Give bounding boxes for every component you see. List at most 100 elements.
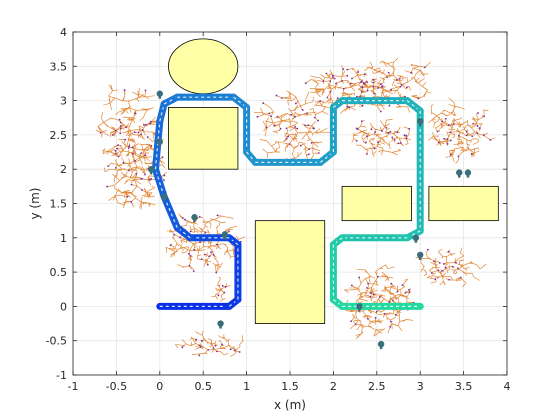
tree-node — [141, 189, 143, 191]
tree-node — [210, 251, 212, 253]
tree-node — [364, 73, 366, 75]
y-tick-label: 3 — [60, 95, 67, 108]
tree-node — [215, 345, 217, 347]
tree-node — [358, 277, 360, 279]
y-tick-label: 3.5 — [50, 60, 68, 73]
x-axis-label: x (m) — [274, 398, 306, 412]
tree-node — [404, 292, 406, 294]
tree-node — [295, 103, 297, 105]
tree-node — [132, 153, 134, 155]
tree-node — [308, 148, 310, 150]
tree-node — [410, 72, 412, 74]
tree-node — [472, 123, 474, 125]
tree-node — [374, 148, 376, 150]
tree-node — [341, 80, 343, 82]
tree-node — [142, 129, 144, 131]
tree-node — [120, 125, 122, 127]
tree-node — [305, 82, 307, 84]
tree-node — [266, 127, 268, 129]
tree-node — [351, 78, 353, 80]
tree-node — [444, 267, 446, 269]
tree-node — [448, 251, 450, 253]
tree-node — [356, 140, 358, 142]
y-tick-label: 1 — [60, 232, 67, 245]
tree-node — [138, 132, 140, 134]
tree-node — [366, 287, 368, 289]
tree-node — [443, 263, 445, 265]
tree-node — [380, 83, 382, 85]
tree-node — [107, 165, 109, 167]
tree-node — [445, 118, 447, 120]
tree-node — [355, 323, 357, 325]
tree-node — [335, 83, 337, 85]
tree-node — [302, 109, 304, 111]
tree-node — [140, 152, 142, 154]
tree-node — [223, 292, 225, 294]
tree-node — [372, 82, 374, 84]
x-tick-label: 2 — [330, 380, 337, 393]
tree-node — [204, 254, 206, 256]
tree-node — [452, 266, 454, 268]
tree-node — [131, 184, 133, 186]
x-tick-label: 4 — [504, 380, 511, 393]
tree-node — [346, 75, 348, 77]
tree-node — [125, 127, 127, 129]
tree-node — [286, 138, 288, 140]
tree-node — [447, 138, 449, 140]
tree-node — [207, 349, 209, 351]
tree-node — [427, 249, 429, 251]
tree-node — [479, 127, 481, 129]
x-tick-label: 2.5 — [368, 380, 386, 393]
tree-node — [106, 186, 108, 188]
tree-node — [391, 136, 393, 138]
tree-node — [441, 270, 443, 272]
tree-node — [450, 131, 452, 133]
tree-node — [274, 124, 276, 126]
y-tick-label: -1 — [56, 369, 67, 382]
tree-node — [439, 262, 441, 264]
tree-node — [329, 80, 331, 82]
tree-node — [388, 301, 390, 303]
tree-node — [287, 136, 289, 138]
tree-node — [402, 284, 404, 286]
tree-node — [290, 114, 292, 116]
tree-node — [372, 79, 374, 81]
y-tick-label: 4 — [60, 26, 67, 39]
tree-node — [367, 283, 369, 285]
tree-node — [150, 145, 152, 147]
tree-node — [375, 317, 377, 319]
tree-node — [198, 355, 200, 357]
tree-node — [356, 127, 358, 129]
tree-node — [374, 131, 376, 133]
tree-node — [477, 125, 479, 127]
tree-node — [390, 321, 392, 323]
tree-node — [115, 167, 117, 169]
tree-node — [380, 111, 382, 113]
tree-node — [228, 231, 230, 233]
tree-node — [409, 291, 411, 293]
tree-node — [325, 73, 327, 75]
tree-node — [304, 124, 306, 126]
tree-node — [225, 286, 227, 288]
tree-node — [147, 136, 149, 138]
tree-node — [406, 87, 408, 89]
tree-node — [134, 131, 136, 133]
tree-node — [239, 351, 241, 353]
tree-node — [405, 135, 407, 137]
obstacle-rect — [342, 186, 411, 220]
tree-node — [314, 117, 316, 119]
tree-node — [257, 116, 259, 118]
obstacle-rect — [429, 186, 498, 220]
tree-node — [458, 155, 460, 157]
tree-node — [179, 237, 181, 239]
tree-node — [119, 132, 121, 134]
tree-node — [116, 148, 118, 150]
tree-node — [386, 76, 388, 78]
tree-node — [212, 254, 214, 256]
tree-node — [115, 130, 117, 132]
tree-node — [408, 128, 410, 130]
tree-node — [190, 255, 192, 257]
tree-node — [351, 285, 353, 287]
tree-node — [367, 90, 369, 92]
